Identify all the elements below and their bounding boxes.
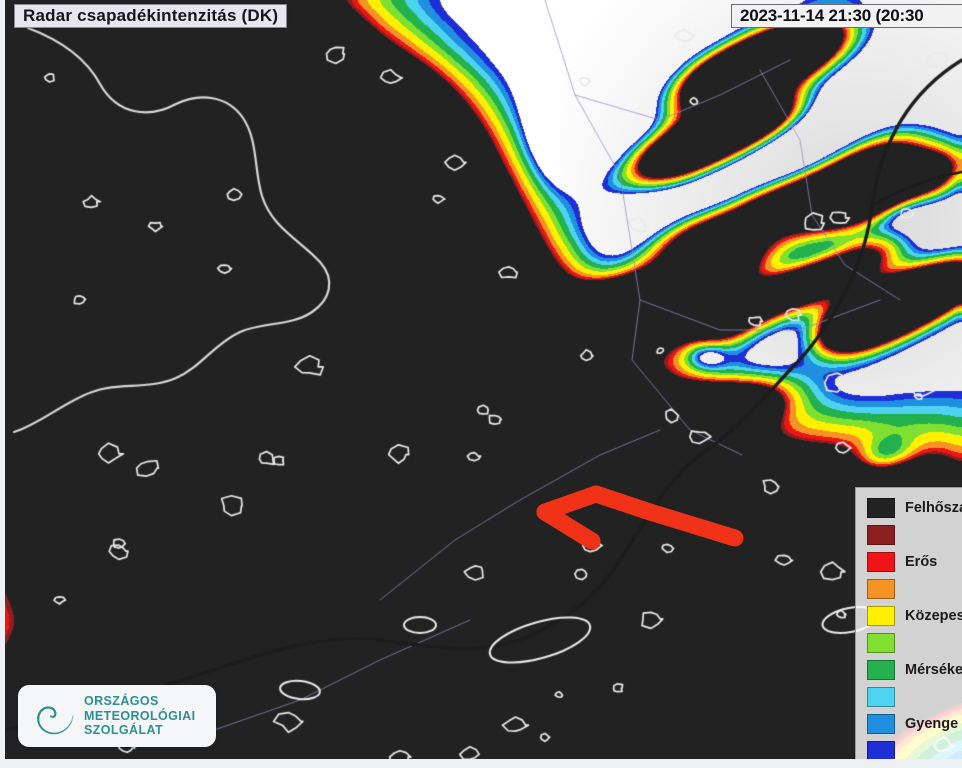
legend-color-swatch: [867, 659, 895, 680]
legend-color-swatch: [867, 713, 895, 734]
omsz-logo-line-2: METEOROLÓGIAI: [84, 708, 196, 723]
legend-row: [867, 521, 962, 548]
legend-color-swatch: [867, 686, 895, 707]
legend-row: [867, 683, 962, 710]
legend-label: Mérsékelt: [905, 661, 962, 678]
spiral-icon: [37, 706, 74, 735]
legend-label: Gyenge: [905, 715, 959, 732]
timestamp-text: 2023-11-14 21:30 (20:30: [740, 6, 924, 25]
legend-row: Felhőszak: [867, 494, 962, 521]
legend-color-swatch: [867, 632, 895, 653]
map-title-plate: Radar csapadékintenzitás (DK): [14, 4, 288, 28]
legend-row: [867, 629, 962, 656]
frame-edge-bottom: [0, 759, 962, 768]
frame-edge-left: [0, 0, 5, 768]
legend-color-swatch: [867, 740, 895, 761]
legend-color-swatch: [867, 551, 895, 572]
omsz-logo-line-3: SZOLGÁLAT: [84, 723, 164, 738]
legend-color-swatch: [867, 578, 895, 599]
legend-color-swatch: [867, 524, 895, 545]
legend-panel: FelhőszakErősKözepesMérsékeltGyengeNagyo…: [855, 487, 962, 763]
omsz-logo[interactable]: ORSZÁGOS METEOROLÓGIAI SZOLGÁLAT: [18, 685, 216, 747]
timestamp-plate: 2023-11-14 21:30 (20:30: [731, 4, 962, 28]
legend-label: Közepes: [905, 607, 962, 624]
legend-row: [867, 575, 962, 602]
legend-row: Gyenge: [867, 710, 962, 737]
omsz-logo-text: ORSZÁGOS METEOROLÓGIAI SZOLGÁLAT: [84, 694, 195, 738]
omsz-logo-line-1: ORSZÁGOS: [84, 694, 159, 709]
legend-color-swatch: [867, 497, 895, 518]
legend-label: Felhőszak: [905, 499, 962, 516]
legend-label: Erős: [905, 553, 938, 570]
map-title-text: Radar csapadékintenzitás (DK): [23, 6, 279, 25]
legend-row: Erős: [867, 548, 962, 575]
legend-row: Közepes: [867, 602, 962, 629]
legend-color-swatch: [867, 605, 895, 626]
legend-row: Mérsékelt: [867, 656, 962, 683]
